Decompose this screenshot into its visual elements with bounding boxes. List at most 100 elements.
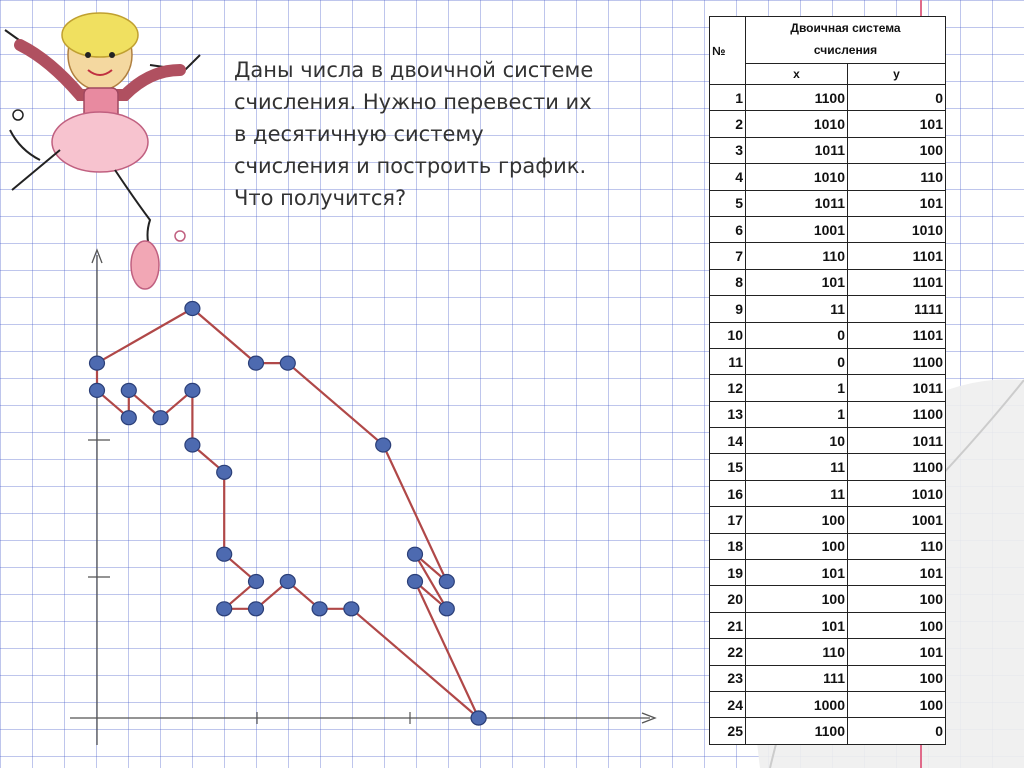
data-point [470,710,487,726]
row-number: 8 [709,268,746,297]
row-x-value: 0 [745,347,848,376]
row-y-value: 100 [847,664,946,692]
data-point [406,546,424,562]
binary-table-wrapper: № Двоичная система счисления x y 1 1100 0 2… [709,16,946,745]
data-point [184,437,201,453]
table-row: 8 101 1101 [709,268,946,297]
data-point [311,601,328,617]
row-y-value: 100 [847,585,946,613]
row-number: 1 [709,83,746,112]
data-point [438,573,455,590]
row-y-value: 110 [847,532,946,561]
row-y-value: 1101 [847,321,946,349]
row-number: 11 [709,347,746,376]
data-point [247,355,265,371]
data-point [184,300,201,317]
row-x-value: 101 [745,611,848,640]
row-y-value: 100 [847,611,946,640]
data-point [279,355,296,371]
row-number: 9 [709,295,746,323]
row-number: 12 [709,374,746,402]
row-y-value: 1100 [847,347,946,376]
table-row: 23 111 100 [709,664,946,692]
row-x-value: 100 [745,585,848,613]
axes [70,248,657,745]
col-number-header: № [709,16,746,85]
row-x-value: 11 [745,453,848,481]
row-x-value: 1100 [745,83,848,112]
binary-table: № Двоичная система счисления x y 1 1100 0 2… [709,16,946,745]
row-x-value: 1010 [745,110,848,138]
row-number: 4 [709,163,746,191]
row-y-value: 1101 [847,242,946,270]
row-x-value: 110 [745,242,848,270]
table-row: 21 101 100 [709,611,946,640]
x-axis-arrow [641,712,657,724]
col-group-header: Двоичная система счисления [745,16,946,64]
table-row: 24 1000 100 [709,690,946,719]
ballerina-illustration [4,12,201,290]
row-number: 17 [709,506,746,534]
row-x-value: 11 [745,295,848,323]
table-row: 4 1010 110 [709,163,946,191]
data-point [120,410,137,426]
row-number: 19 [709,559,746,587]
row-y-value: 101 [847,189,946,217]
row-number: 5 [709,189,746,217]
row-x-value: 0 [745,321,848,349]
col-group-label: Двоичная система счисления [790,21,901,57]
row-number: 16 [709,479,746,508]
table-row: 2 1010 101 [709,110,946,138]
row-number: 15 [709,453,746,481]
data-point [438,601,455,617]
table-row: 13 1 1100 [709,400,946,429]
table-row: 10 0 1101 [709,321,946,349]
row-y-value: 1001 [847,506,946,534]
data-point [216,464,233,480]
data-point [120,382,137,398]
row-x-value: 1 [745,400,848,429]
plot-area [88,300,487,726]
row-number: 18 [709,532,746,561]
row-x-value: 1011 [745,189,848,217]
col-x-header: x [745,63,848,85]
row-x-value: 11 [745,479,848,508]
table-row: 1 1100 0 [709,83,946,112]
row-y-value: 100 [847,690,946,719]
row-number: 10 [709,321,746,349]
table-row: 16 11 1010 [709,479,946,508]
table-body: 1 1100 0 2 1010 101 3 1011 100 4 1010 110 5 1011 101 6 1… [709,83,946,745]
row-x-value: 101 [745,559,848,587]
row-x-value: 1011 [745,136,848,165]
row-number: 7 [709,242,746,270]
row-x-value: 1000 [745,690,848,719]
row-y-value: 1011 [847,427,946,455]
table-row: 7 110 1101 [709,242,946,270]
data-point [88,382,106,398]
table-row: 14 10 1011 [709,427,946,455]
data-point [88,355,106,371]
row-x-value: 1100 [745,717,848,745]
row-y-value: 100 [847,136,946,165]
data-point [247,601,265,617]
row-y-value: 0 [847,83,946,112]
row-y-value: 1100 [847,400,946,429]
data-point [279,573,296,590]
task-text: Даны числа в двоичной системе счисления.… [234,58,594,210]
col-y-header: y [847,63,946,85]
row-number: 2 [709,110,746,138]
row-x-value: 1 [745,374,848,402]
table-row: 15 11 1100 [709,453,946,481]
row-y-value: 1111 [847,295,946,323]
table-row: 22 110 101 [709,638,946,666]
row-number: 14 [709,427,746,455]
table-row: 19 101 101 [709,559,946,587]
data-point [216,601,233,617]
row-number: 3 [709,136,746,165]
table-row: 12 1 1011 [709,374,946,402]
table-row: 11 0 1100 [709,347,946,376]
table-row: 5 1011 101 [709,189,946,217]
row-y-value: 1101 [847,268,946,297]
table-row: 3 1011 100 [709,136,946,165]
row-number: 20 [709,585,746,613]
